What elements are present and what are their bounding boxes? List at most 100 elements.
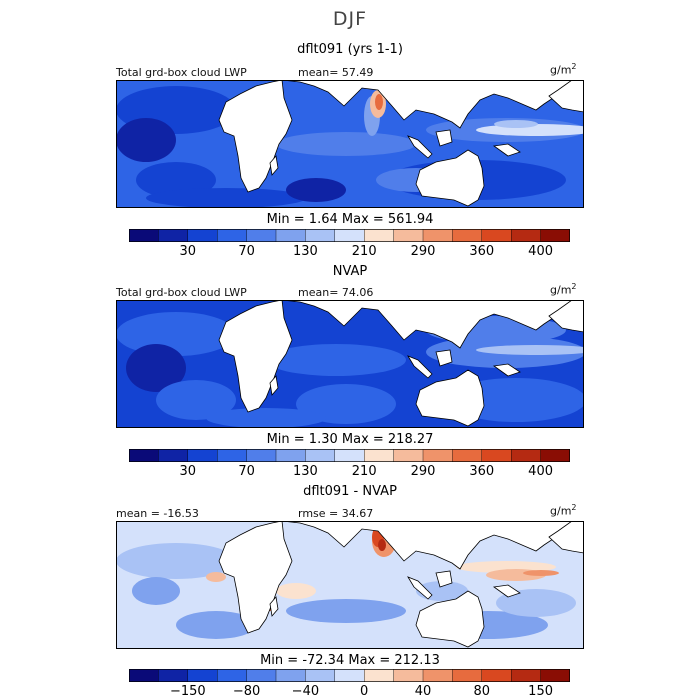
colorbar-swatch <box>452 449 483 462</box>
colorbar-swatch <box>187 229 218 242</box>
madagascar-land <box>269 375 279 396</box>
colorbar-swatch <box>540 669 570 682</box>
colorbar-tick-label: 40 <box>414 684 432 699</box>
panel-3-left-label: mean = -16.53 <box>116 507 199 520</box>
panel-3-title: dflt091 - NVAP <box>303 484 397 499</box>
madagascar-land <box>269 596 279 617</box>
colorbar-swatch <box>158 449 189 462</box>
colorbar-tick-label: 70 <box>238 244 255 259</box>
colorbar-tick-label: 400 <box>528 464 554 479</box>
colorbar-swatch <box>246 669 277 682</box>
colorbar-tick-label: 150 <box>528 684 554 699</box>
americas-land <box>548 80 584 113</box>
panel-2-left-label: Total grd-box cloud LWP <box>116 286 247 299</box>
colorbar-swatch <box>158 229 189 242</box>
figure-title: DJF <box>332 8 368 30</box>
colorbar-swatch <box>481 449 512 462</box>
borneo-land <box>435 129 453 147</box>
panel-2-minmax: Min = 1.30 Max = 218.27 <box>266 432 434 447</box>
panel-1-colorbar-ticks: 30 70 130 210 290 360 400 <box>0 244 700 260</box>
colorbar-swatch <box>216 669 248 682</box>
australia-land <box>415 369 485 427</box>
australia-land <box>415 149 485 207</box>
panel-3-minmax: Min = -72.34 Max = 212.13 <box>260 653 440 668</box>
colorbar-tick-label: 360 <box>469 464 495 479</box>
field-contour <box>266 344 406 376</box>
new-guinea-land <box>492 143 521 157</box>
field-contour <box>523 570 559 576</box>
colorbar-swatch <box>393 669 424 682</box>
colorbar-tick-label: 210 <box>351 464 377 479</box>
colorbar-swatch <box>334 449 365 462</box>
colorbar-swatch <box>275 449 306 462</box>
colorbar-tick-label: 130 <box>292 244 318 259</box>
field-contour <box>156 380 236 420</box>
panel-2-colorbar-ticks: 30 70 130 210 290 360 400 <box>0 464 700 480</box>
new-guinea-land <box>492 584 521 598</box>
map-frame <box>116 300 584 428</box>
colorbar-tick-label: −80 <box>232 684 261 699</box>
colorbar-tick-label: 290 <box>410 244 436 259</box>
colorbar-swatch <box>129 229 159 242</box>
colorbar-swatch <box>275 229 306 242</box>
panel-2-title: NVAP <box>332 264 368 279</box>
madagascar-land <box>269 155 279 176</box>
panel-3-unit: g/m2 <box>550 503 577 518</box>
africa-land <box>218 300 293 413</box>
colorbar-swatch <box>363 229 395 242</box>
colorbar-swatch <box>422 449 453 462</box>
europe-asia-land <box>246 300 584 349</box>
africa-land <box>218 80 293 193</box>
colorbar-tick-label: 30 <box>179 464 197 479</box>
colorbar-swatch <box>393 229 424 242</box>
panel-1-left-label: Total grd-box cloud LWP <box>116 66 247 79</box>
colorbar-swatch <box>158 669 189 682</box>
sumatra-land <box>407 135 433 159</box>
field-contour <box>375 94 383 110</box>
field-contour <box>496 589 576 617</box>
colorbar-tick-label: 290 <box>410 464 436 479</box>
panel-3-stat-label: rmse = 34.67 <box>298 507 374 520</box>
panel-1-minmax: Min = 1.64 Max = 561.94 <box>266 212 434 227</box>
colorbar-swatch <box>246 449 277 462</box>
americas-land <box>548 521 584 554</box>
field-contour <box>378 539 386 551</box>
colorbar-swatch <box>216 229 248 242</box>
field-contour <box>476 345 584 355</box>
panel-2-map <box>116 300 584 428</box>
field-contour <box>206 408 326 428</box>
colorbar-frame <box>129 449 570 462</box>
field-contour <box>116 312 236 356</box>
colorbar-swatch <box>363 449 395 462</box>
colorbar-swatch <box>246 229 277 242</box>
map-frame <box>116 521 584 649</box>
colorbar-tick-label: 80 <box>473 684 491 699</box>
colorbar-tick-label: 210 <box>351 244 377 259</box>
panel-3-map <box>116 521 584 649</box>
colorbar-swatch <box>216 449 248 462</box>
colorbar-swatch <box>129 449 159 462</box>
field-contour <box>276 132 416 156</box>
field-contour <box>116 118 176 162</box>
borneo-land <box>435 349 453 367</box>
australia-land <box>415 590 485 648</box>
field-contour <box>132 577 180 605</box>
colorbar-tick-label: 30 <box>179 244 197 259</box>
field-contour <box>286 599 406 623</box>
colorbar-swatch <box>452 229 483 242</box>
panel-1-map <box>116 80 584 208</box>
panel-3-colorbar <box>129 669 570 682</box>
map-frame <box>116 80 584 208</box>
colorbar-swatch <box>540 229 570 242</box>
colorbar-tick-label: 130 <box>292 464 318 479</box>
panel-1-stat-label: mean= 57.49 <box>298 66 374 79</box>
europe-asia-land <box>246 521 584 570</box>
colorbar-tick-label: 360 <box>469 244 495 259</box>
colorbar-swatch <box>305 669 336 682</box>
field-contour <box>146 188 306 208</box>
field-contour <box>116 543 236 579</box>
colorbar-swatch <box>452 669 483 682</box>
field-contour <box>276 583 316 599</box>
panel-1-unit: g/m2 <box>550 62 577 77</box>
colorbar-swatch <box>363 669 395 682</box>
